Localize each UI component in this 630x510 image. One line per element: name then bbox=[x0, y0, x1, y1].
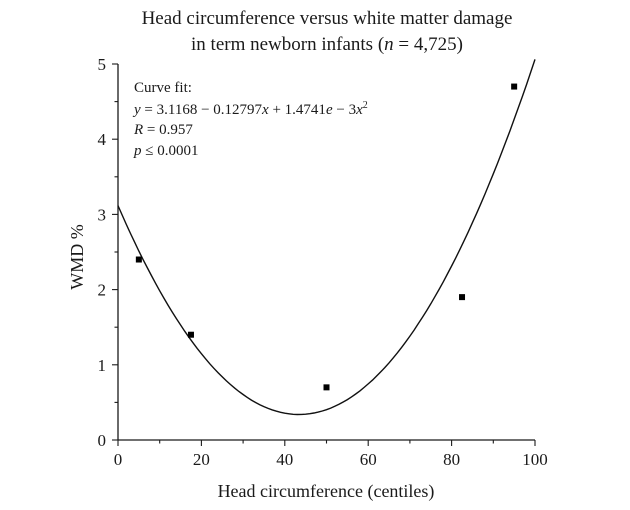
y-tick-label: 3 bbox=[98, 205, 107, 224]
fit-curve-group bbox=[117, 59, 536, 416]
p-value: ≤ 0.0001 bbox=[142, 143, 199, 159]
x-axis-label: Head circumference (centiles) bbox=[218, 481, 435, 502]
data-point bbox=[459, 294, 466, 301]
x-tick-label: 100 bbox=[522, 450, 548, 469]
curve-fit-label: Curve fit: bbox=[134, 80, 192, 96]
data-points-group bbox=[135, 83, 518, 391]
y-tick-label: 4 bbox=[98, 130, 107, 149]
x-tick-label: 0 bbox=[114, 450, 123, 469]
eq-superscript: 2 bbox=[363, 100, 368, 111]
data-point bbox=[511, 83, 518, 90]
eq-e: e bbox=[326, 102, 333, 118]
fit-curve bbox=[117, 59, 536, 416]
chart-title-text-1: Head circumference versus white matter d… bbox=[141, 8, 513, 29]
curve-fit-annotation: Curve fit: y = 3.1168 − 0.12797x + 1.474… bbox=[132, 80, 368, 159]
x-tick-label: 80 bbox=[443, 450, 460, 469]
chart-title-line-2: in term newborn infants (n = 4,725) bbox=[118, 34, 536, 56]
eq-y: y bbox=[132, 102, 141, 118]
x-tick-label: 60 bbox=[360, 450, 377, 469]
data-point bbox=[323, 384, 330, 391]
chart-title-text-2b: = 4,725) bbox=[393, 34, 463, 55]
p-symbol: p bbox=[133, 143, 142, 159]
y-tick-label: 2 bbox=[98, 281, 107, 300]
y-tick-label: 0 bbox=[98, 431, 107, 450]
chart-title-n-symbol: n bbox=[384, 34, 394, 55]
data-point bbox=[135, 256, 142, 263]
eq-tail: + 1.4741 bbox=[269, 102, 326, 118]
x-tick-label: 40 bbox=[276, 450, 293, 469]
eq-x2: x bbox=[355, 102, 363, 118]
y-tick-label: 5 bbox=[98, 55, 107, 74]
y-tick-label: 1 bbox=[98, 356, 107, 375]
curve-fit-p: p ≤ 0.0001 bbox=[133, 143, 198, 159]
y-axis-label: WMD % bbox=[67, 224, 87, 290]
x-tick-label: 20 bbox=[193, 450, 210, 469]
chart-title-text-2a: in term newborn infants ( bbox=[191, 34, 385, 55]
curve-fit-equation: y = 3.1168 − 0.12797x + 1.4741e − 3x2 bbox=[132, 100, 368, 118]
data-point bbox=[187, 331, 194, 338]
axes: 0 20 40 60 80 100 0 1 2 3 4 5 bbox=[98, 55, 548, 469]
r-symbol: R bbox=[133, 122, 143, 138]
curve-fit-r: R = 0.957 bbox=[133, 122, 193, 138]
chart-title-line-1: Head circumference versus white matter d… bbox=[118, 8, 536, 30]
eq-minus: − 3 bbox=[333, 102, 356, 118]
eq-x: x bbox=[261, 102, 269, 118]
eq-body: = 3.1168 − 0.12797 bbox=[141, 102, 263, 118]
r-value: = 0.957 bbox=[143, 122, 193, 138]
